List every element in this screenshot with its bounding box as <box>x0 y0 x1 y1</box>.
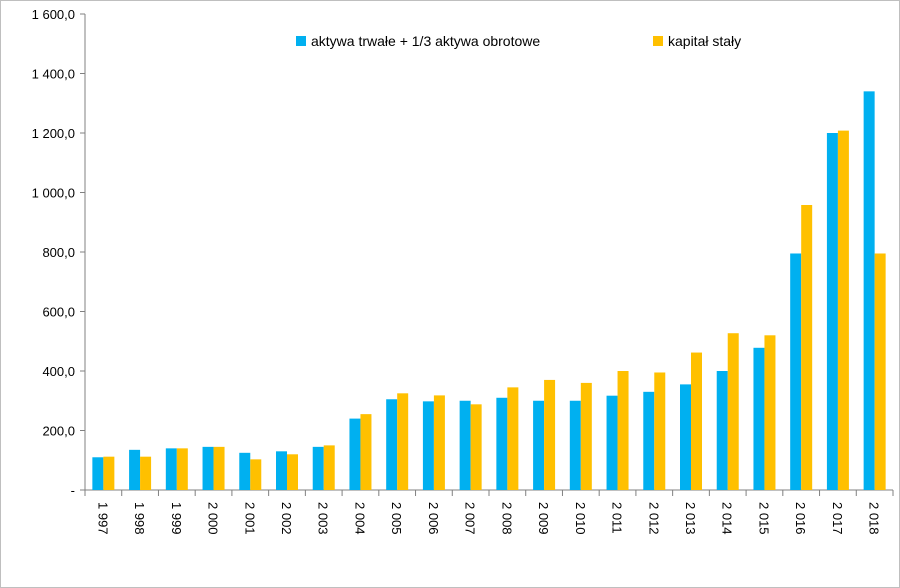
bar-fixed-capital <box>580 382 592 490</box>
bar-fixed-capital <box>103 456 115 490</box>
bar-fixed-assets <box>312 446 324 490</box>
x-tick-label: 2 016 <box>793 502 808 535</box>
x-tick-label: 2 012 <box>646 502 661 535</box>
x-tick-label: 2 015 <box>756 502 771 535</box>
x-tick-label: 2 018 <box>867 502 882 535</box>
bar-fixed-assets <box>165 448 177 490</box>
x-axis: 1 997 1 998 1 999 2 000 2 001 2 002 2 003 2 004… <box>84 489 894 535</box>
bar-fixed-assets <box>533 400 545 490</box>
y-tick-label: 600,0 <box>42 305 75 320</box>
bar-fixed-assets <box>459 400 471 490</box>
x-tick-label: 2 014 <box>720 502 735 535</box>
legend-swatch-fixed-capital <box>653 36 663 46</box>
bars <box>92 91 886 490</box>
x-tick-label: 2 005 <box>389 502 404 535</box>
bar-fixed-capital <box>176 448 188 490</box>
bar-fixed-assets <box>863 91 875 490</box>
bar-fixed-capital <box>287 454 298 490</box>
bar-fixed-assets <box>92 457 104 490</box>
bar-fixed-assets <box>496 397 508 490</box>
x-tick-label: 1 998 <box>132 502 147 535</box>
bar-fixed-assets <box>276 451 287 490</box>
bar-fixed-assets <box>790 253 802 490</box>
legend-label-fixed-capital: kapitał stały <box>668 33 741 49</box>
bar-fixed-capital <box>544 379 556 490</box>
y-tick-label: 400,0 <box>42 364 75 379</box>
bar-fixed-assets <box>643 391 655 490</box>
bar-fixed-assets <box>826 133 838 490</box>
bar-fixed-assets <box>569 400 581 490</box>
bar-fixed-capital <box>617 371 629 490</box>
bar-fixed-capital <box>801 204 813 490</box>
x-tick-label: 2 010 <box>573 502 588 535</box>
x-tick-label: 2 002 <box>279 502 294 535</box>
bar-fixed-capital <box>397 393 409 490</box>
bar-fixed-capital <box>250 459 262 490</box>
y-tick-label: 1 400,0 <box>32 67 75 82</box>
y-tick-label: 1 000,0 <box>32 186 75 201</box>
y-tick-label: 200,0 <box>42 424 75 439</box>
legend-swatch-fixed-assets <box>296 36 306 46</box>
x-tick-label: 2 006 <box>426 502 441 535</box>
bar-fixed-capital <box>654 372 666 490</box>
x-tick-label: 2 009 <box>536 502 551 535</box>
bar-fixed-capital <box>691 352 702 490</box>
x-tick-label: 1 999 <box>169 502 184 535</box>
x-tick-label: 2 008 <box>499 502 514 535</box>
y-tick-label: 1 200,0 <box>32 126 75 141</box>
bar-fixed-capital <box>470 404 482 490</box>
x-tick-label: 2 017 <box>830 502 845 535</box>
bar-fixed-capital <box>360 414 372 490</box>
bar-fixed-assets <box>422 401 434 490</box>
bar-fixed-capital <box>727 333 739 490</box>
bar-fixed-assets <box>202 446 214 490</box>
x-tick-label: 2 007 <box>463 502 478 535</box>
y-tick-label: 1 600,0 <box>32 7 75 22</box>
x-tick-label: 1 997 <box>95 502 110 535</box>
bar-fixed-assets <box>680 384 691 490</box>
y-axis: - 200,0 400,0 600,0 800,0 1 000,0 1 200,0 1 400… <box>32 7 86 498</box>
bar-fixed-capital <box>433 395 445 490</box>
bar-fixed-capital <box>140 456 152 490</box>
x-tick-label: 2 001 <box>242 502 257 535</box>
legend-label-fixed-assets: aktywa trwałe + 1/3 aktywa obrotowe <box>311 33 540 49</box>
y-tick-label: - <box>71 483 75 498</box>
bar-fixed-assets <box>716 371 728 490</box>
bar-fixed-assets <box>129 449 141 490</box>
bar-fixed-assets <box>606 395 618 490</box>
bar-fixed-assets <box>753 347 765 490</box>
bar-fixed-capital <box>213 446 225 490</box>
bar-fixed-assets <box>386 399 398 490</box>
x-tick-label: 2 013 <box>683 502 698 535</box>
legend: aktywa trwałe + 1/3 aktywa obrotowe kapi… <box>296 33 741 49</box>
bar-fixed-capital <box>874 253 886 490</box>
bar-fixed-capital <box>764 335 776 490</box>
bar-fixed-assets <box>349 418 361 490</box>
y-tick-label: 800,0 <box>42 245 75 260</box>
x-tick-label: 2 000 <box>206 502 221 535</box>
x-tick-label: 2 011 <box>610 502 625 534</box>
bar-fixed-assets <box>239 452 251 490</box>
bar-fixed-capital <box>323 445 335 490</box>
x-tick-label: 2 003 <box>316 502 331 535</box>
bar-fixed-capital <box>837 130 849 490</box>
bar-fixed-capital <box>507 387 519 490</box>
x-tick-label: 2 004 <box>352 502 367 535</box>
